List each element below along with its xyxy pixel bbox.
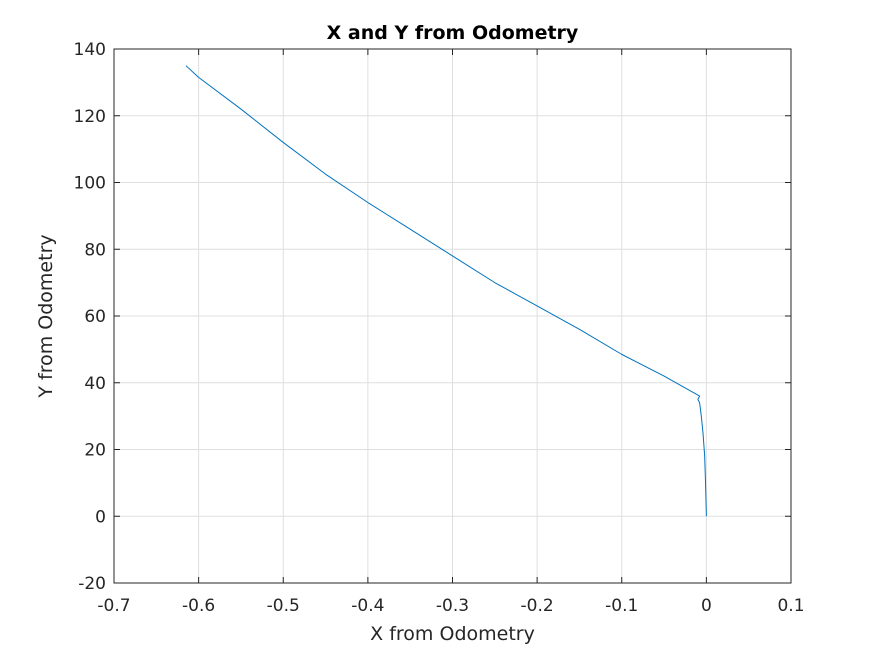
x-tick-label: -0.4 xyxy=(351,596,384,616)
x-tick-label: -0.2 xyxy=(521,596,554,616)
y-tick-label: 40 xyxy=(84,374,106,394)
series-line xyxy=(185,65,707,517)
series-group xyxy=(185,65,707,517)
y-tick-label: 140 xyxy=(74,40,106,60)
grid xyxy=(114,49,791,583)
x-tick-label: 0.1 xyxy=(777,596,804,616)
x-tick-label: -0.6 xyxy=(182,596,215,616)
y-tick-label: -20 xyxy=(78,574,106,594)
x-tick-label: 0 xyxy=(701,596,712,616)
y-axis-label: Y from Odometry xyxy=(35,234,57,398)
chart-title: X and Y from Odometry xyxy=(327,22,579,44)
x-tick-label: -0.1 xyxy=(605,596,638,616)
y-tick-label: 0 xyxy=(95,507,106,527)
x-axis-label: X from Odometry xyxy=(370,623,535,645)
y-tick-label: 60 xyxy=(84,307,106,327)
y-tick-label: 120 xyxy=(74,107,106,127)
ticks: -0.7 -0.6 -0.5 -0.4 -0.3 -0.2 -0.1 0 0.1 -20 0 20 40… xyxy=(74,40,805,616)
x-tick-label: -0.7 xyxy=(97,596,130,616)
x-tick-label: -0.3 xyxy=(436,596,469,616)
y-tick-label: 100 xyxy=(74,174,106,194)
y-tick-label: 20 xyxy=(84,441,106,461)
y-tick-label: 80 xyxy=(84,240,106,260)
x-tick-label: -0.5 xyxy=(267,596,300,616)
